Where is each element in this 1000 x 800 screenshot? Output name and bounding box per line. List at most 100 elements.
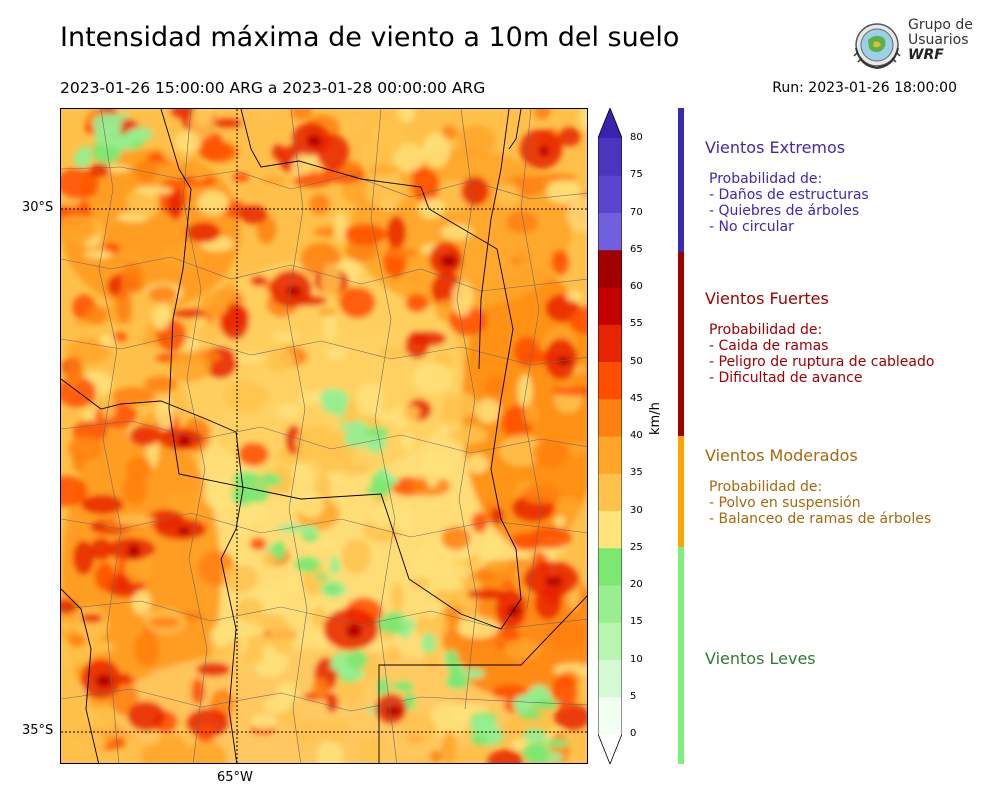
globe-logo-icon (853, 23, 901, 70)
wind-cell (168, 188, 183, 221)
wind-cell (482, 535, 502, 561)
wind-cell (411, 167, 440, 203)
wind-cell (317, 307, 337, 316)
wind-cell (84, 250, 113, 259)
wind-cell (386, 215, 407, 250)
wind-cell (507, 604, 521, 618)
wind-cell (276, 403, 302, 419)
wind-cell (271, 580, 290, 592)
colorbar-tick-label: 0 (630, 728, 637, 739)
wind-cell (378, 346, 410, 359)
wind-cell (517, 374, 533, 408)
wind-cell (95, 206, 116, 226)
wind-cell (249, 537, 267, 551)
wind-cell (333, 212, 347, 241)
wind-cell (272, 144, 285, 160)
wind-cell (523, 404, 539, 424)
category-item: - Quiebres de árboles (709, 203, 860, 219)
colorbar-tick-label: 55 (630, 318, 643, 330)
wind-cell (125, 251, 141, 261)
wind-cell (422, 132, 451, 168)
wind-cell (385, 248, 418, 258)
category-item: - Caida de ramas (709, 338, 829, 354)
logo-line-2: Usuarios (908, 32, 969, 48)
wind-cell (397, 109, 416, 123)
wind-cell (364, 435, 387, 453)
wind-cell (392, 504, 415, 533)
wind-cell (72, 540, 95, 575)
wind-cell (236, 597, 264, 623)
wind-cell (513, 246, 532, 265)
wind-cell (466, 588, 510, 600)
wind-cell (415, 543, 454, 578)
wind-cell (238, 442, 269, 467)
wind-cell (503, 638, 541, 660)
wind-cell (578, 109, 587, 131)
wind-cell (534, 173, 577, 182)
wind-cell (296, 491, 325, 518)
wind-cell (80, 613, 103, 623)
category-body: Probabilidad de: - Polvo en suspensión -… (709, 479, 931, 527)
wind-cell (441, 526, 471, 550)
forecast-period: 2023-01-26 15:00:00 ARG a 2023-01-28 00:… (60, 79, 486, 97)
wind-cell (201, 291, 229, 318)
wind-cell (533, 439, 569, 468)
wind-map (60, 108, 588, 764)
wind-cell (323, 311, 338, 341)
category-title: Vientos Extremos (705, 138, 846, 157)
wind-cell (191, 678, 206, 705)
wind-cell (413, 362, 454, 394)
colorbar (597, 106, 623, 766)
colorbar-segment (598, 212, 622, 251)
wind-cell (299, 525, 319, 537)
wind-cell (531, 698, 559, 709)
wind-cell (506, 210, 538, 234)
wind-cell (369, 501, 396, 529)
wind-cell (368, 164, 400, 176)
colorbar-tick-label: 10 (630, 653, 643, 665)
wind-cell (90, 537, 113, 561)
wind-cell (441, 125, 458, 140)
wind-cell (286, 285, 302, 297)
wind-cell (527, 116, 560, 127)
wind-cell (405, 293, 429, 313)
wind-cell (309, 193, 330, 215)
wind-cell (490, 507, 504, 525)
wind-cell (167, 491, 204, 518)
wind-cell (553, 515, 567, 528)
wind-cell (439, 254, 459, 268)
category-title: Vientos Moderados (705, 446, 858, 465)
wind-cell (210, 623, 236, 647)
wind-cell (261, 176, 287, 185)
wind-cell (259, 109, 273, 119)
colorbar-segment (598, 436, 622, 474)
colorbar-segment (598, 622, 622, 660)
wind-cell (66, 355, 83, 390)
wind-cell (546, 180, 582, 204)
category-intro: Probabilidad de: (709, 171, 823, 187)
colorbar-tick-label: 25 (630, 541, 643, 553)
wind-cell (148, 285, 177, 303)
wind-cell (234, 353, 268, 363)
wind-cell (457, 616, 500, 639)
wind-cell (438, 584, 468, 608)
wind-cell (329, 556, 340, 576)
wind-cell (99, 334, 117, 347)
category-title: Vientos Leves (705, 649, 816, 668)
graticule (61, 109, 587, 763)
wind-cell (68, 633, 86, 648)
colorbar-segment (598, 361, 622, 400)
colorbar-extend-max (598, 108, 622, 138)
wind-cell (89, 163, 110, 178)
wind-cell (449, 425, 488, 446)
wind-cell (545, 576, 563, 586)
wind-cell (461, 176, 490, 206)
wind-cell (76, 730, 106, 754)
colorbar-segment (598, 510, 622, 549)
wind-cell (385, 705, 403, 717)
wind-cell (429, 749, 443, 763)
wind-cell (325, 347, 347, 360)
colorbar-svg (597, 106, 623, 766)
wind-cell (392, 680, 415, 692)
colorbar-segment (598, 324, 622, 362)
